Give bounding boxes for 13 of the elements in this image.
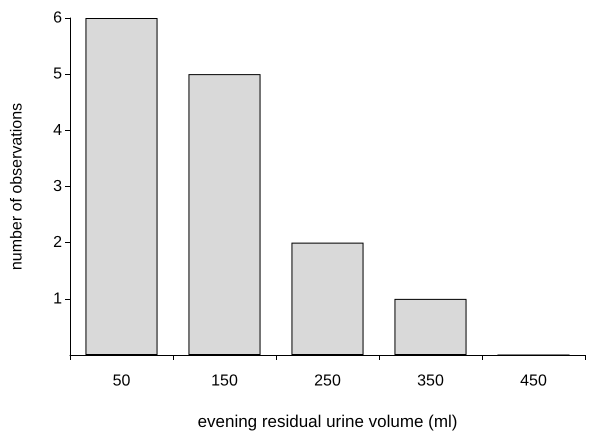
y-tick-label: 2 (53, 234, 62, 252)
x-tick-label: 250 (314, 372, 341, 390)
y-tick-label: 3 (53, 178, 62, 195)
x-axis-title: evening residual urine volume (ml) (198, 412, 458, 431)
y-axis-title: number of observations (8, 102, 26, 270)
x-tick-label: 150 (211, 372, 238, 390)
y-tick-label: 5 (53, 66, 62, 83)
x-tick-label: 350 (417, 372, 444, 390)
y-tick-label: 1 (53, 290, 62, 308)
y-tick-label: 6 (53, 10, 62, 26)
y-tick-label: 4 (53, 122, 62, 139)
x-tick-label: 450 (520, 372, 547, 390)
x-tick-label: 50 (112, 372, 130, 390)
